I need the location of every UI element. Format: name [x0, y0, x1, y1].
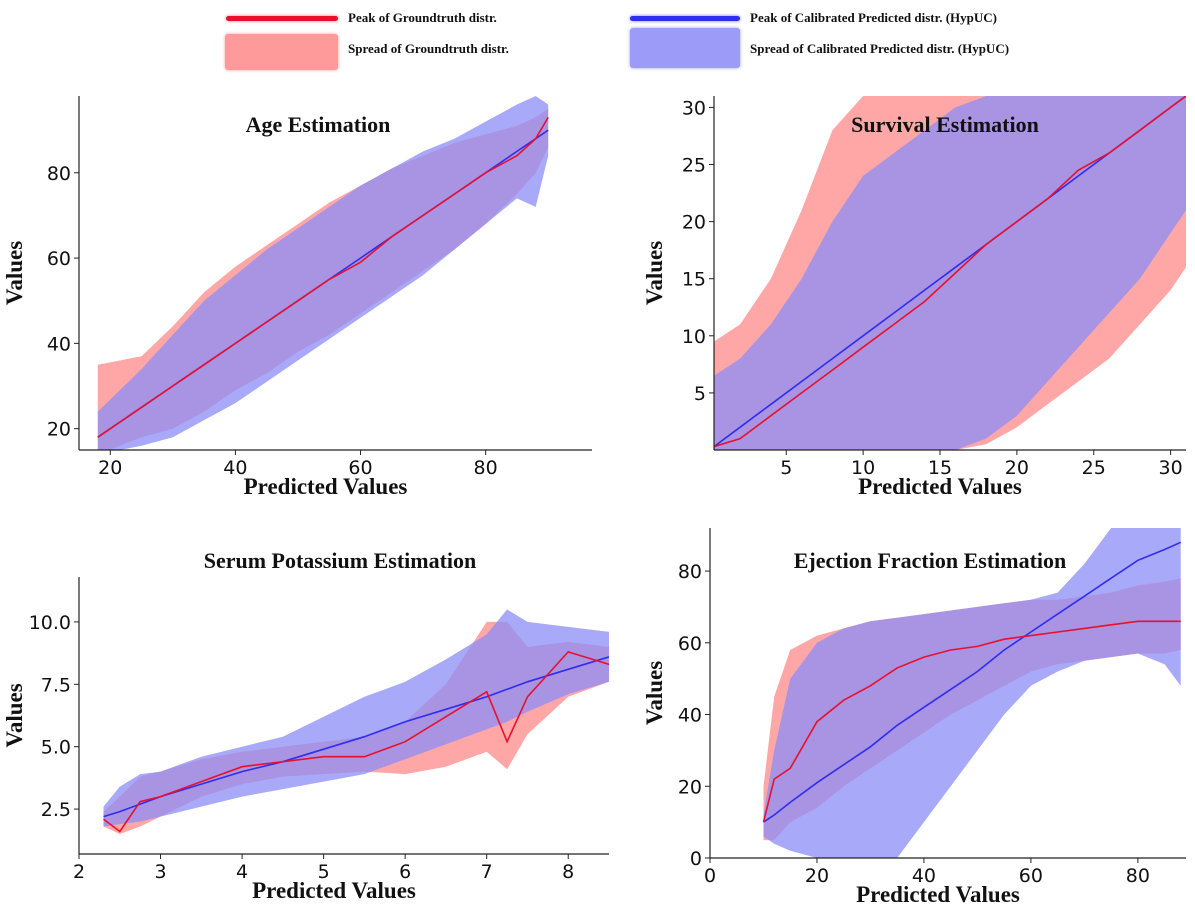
x-tick-label: 60	[1019, 865, 1043, 887]
x-tick-label: 30	[1159, 457, 1183, 479]
chart-title: Age Estimation	[246, 112, 391, 137]
y-axis-label: Values	[2, 683, 27, 747]
chart-panel-3: 2 3 4 5 6 7 8 2.5 5.0 7.5 10.0 Serum Potassium Esti…	[2, 548, 609, 903]
gt-peak-line	[762, 620, 1181, 823]
x-axis-label: Predicted Values	[858, 474, 1022, 499]
x-tick-label: 40	[223, 457, 247, 479]
y-tick-label: 15	[682, 269, 706, 291]
x-tick-label: 80	[1126, 865, 1150, 887]
y-tick-label: 2.5	[41, 799, 71, 821]
y-tick-label: 5.0	[41, 737, 71, 759]
y-tick-label: 10	[682, 326, 706, 348]
y-tick-label: 5	[694, 383, 706, 405]
y-tick-label: 30	[682, 97, 706, 119]
legend-gt-spread-label: Spread of Groundtruth distr.	[348, 41, 509, 56]
pred-peak-line	[103, 656, 609, 818]
x-tick-label: 5	[318, 861, 330, 883]
y-tick-label: 10.0	[29, 612, 71, 634]
x-tick-label: 6	[399, 861, 411, 883]
y-axis-label: Values	[642, 661, 667, 725]
chart-panel-1: 20 40 60 80 20 40 60 80 Age Estimation Predicted …	[2, 96, 592, 499]
x-tick-label: 8	[562, 861, 574, 883]
y-tick-label: 80	[47, 163, 71, 185]
y-tick-label: 80	[678, 561, 702, 583]
legend-gt-peak-swatch	[226, 16, 338, 21]
pred-peak-line	[763, 541, 1182, 823]
chart-title: Ejection Fraction Estimation	[794, 548, 1067, 573]
x-tick-label: 20	[98, 457, 122, 479]
x-tick-label: 20	[805, 865, 829, 887]
gt-peak-line	[103, 650, 609, 833]
pred-spread-area	[103, 609, 609, 827]
x-axis-label: Predicted Values	[244, 474, 408, 499]
y-tick-label: 60	[678, 633, 702, 655]
chart-title: Survival Estimation	[851, 112, 1039, 137]
x-tick-label: 80	[474, 457, 498, 479]
y-axis-label: Values	[2, 241, 27, 305]
legend-pred-spread-swatch	[630, 28, 740, 68]
x-tick-label: 25	[1082, 457, 1106, 479]
x-tick-label: 2	[73, 861, 85, 883]
x-tick-label: 3	[154, 861, 166, 883]
y-tick-label: 40	[47, 333, 71, 355]
x-tick-label: 5	[780, 457, 792, 479]
x-tick-label: 10	[851, 457, 875, 479]
y-tick-label: 20	[682, 212, 706, 234]
x-tick-label: 60	[348, 457, 372, 479]
chart-panel-2: 5 10 15 20 25 30 5 10 15 20 25 30 Survival Estimatio…	[642, 96, 1186, 499]
y-axis-label: Values	[642, 241, 667, 305]
y-tick-label: 0	[690, 848, 702, 870]
pred-spread-area	[97, 96, 549, 450]
x-axis-label: Predicted Values	[252, 878, 416, 903]
x-tick-label: 40	[912, 865, 936, 887]
x-tick-label: 7	[481, 861, 493, 883]
y-tick-label: 25	[682, 155, 706, 177]
y-tick-label: 20	[47, 419, 71, 441]
legend-pred-peak-swatch	[630, 16, 740, 21]
gt-peak-line	[97, 116, 549, 438]
x-tick-label: 15	[928, 457, 952, 479]
chart-panel-4: 0 20 40 60 80 0 20 40 60 80 Ejection Fraction Esti…	[642, 528, 1186, 907]
y-tick-label: 20	[678, 776, 702, 798]
y-tick-label: 40	[678, 705, 702, 727]
x-tick-label: 0	[704, 865, 716, 887]
x-axis-label: Predicted Values	[856, 882, 1020, 907]
legend-gt-peak-label: Peak of Groundtruth distr.	[348, 10, 497, 25]
y-tick-label: 7.5	[41, 674, 71, 696]
chart-title: Serum Potassium Estimation	[204, 548, 477, 573]
y-tick-label: 60	[47, 248, 71, 270]
legend-pred-peak-label: Peak of Calibrated Predicted distr. (Hyp…	[750, 10, 997, 25]
legend-pred-spread-label: Spread of Calibrated Predicted distr. (H…	[750, 41, 1010, 56]
x-tick-label: 20	[1005, 457, 1029, 479]
pred-spread-area	[763, 528, 1181, 858]
legend-gt-spread-swatch	[225, 34, 338, 70]
x-tick-label: 4	[236, 861, 248, 883]
gt-peak-line	[714, 96, 1186, 448]
